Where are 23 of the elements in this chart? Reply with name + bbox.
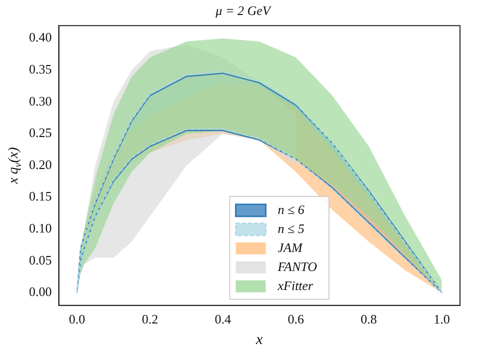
x-tick-label: 0.0 — [68, 312, 86, 327]
chart-title: μ = 2 GeV — [214, 3, 272, 18]
y-tick-label: 0.25 — [29, 125, 52, 140]
legend-label: n ≤ 5 — [278, 220, 305, 236]
y-tick-label: 0.35 — [29, 62, 52, 77]
x-tick-label: 0.8 — [360, 312, 377, 327]
y-tick-label: 0.30 — [29, 93, 52, 108]
y-tick-label: 0.05 — [29, 252, 52, 268]
x-tick-label: 0.4 — [214, 312, 232, 327]
x-axis-title: x — [255, 332, 264, 348]
legend-label: JAM — [278, 240, 304, 255]
legend-label: n ≤ 6 — [278, 202, 305, 217]
x-tick-label: 1.0 — [434, 312, 450, 327]
y-tick-label: 0.20 — [29, 156, 52, 172]
y-tick-label: 0.00 — [29, 284, 52, 300]
legend-label: xFitter — [276, 278, 314, 293]
legend-label: FANTO — [276, 258, 318, 274]
y-tick-label: 0.40 — [29, 30, 52, 45]
x-tick-label: 0.6 — [288, 312, 304, 327]
y-axis-title: x qv(x) — [6, 146, 24, 185]
y-tick-label: 0.10 — [29, 220, 52, 236]
y-tick-label: 0.15 — [29, 188, 52, 204]
x-tick-label: 0.2 — [142, 312, 158, 327]
